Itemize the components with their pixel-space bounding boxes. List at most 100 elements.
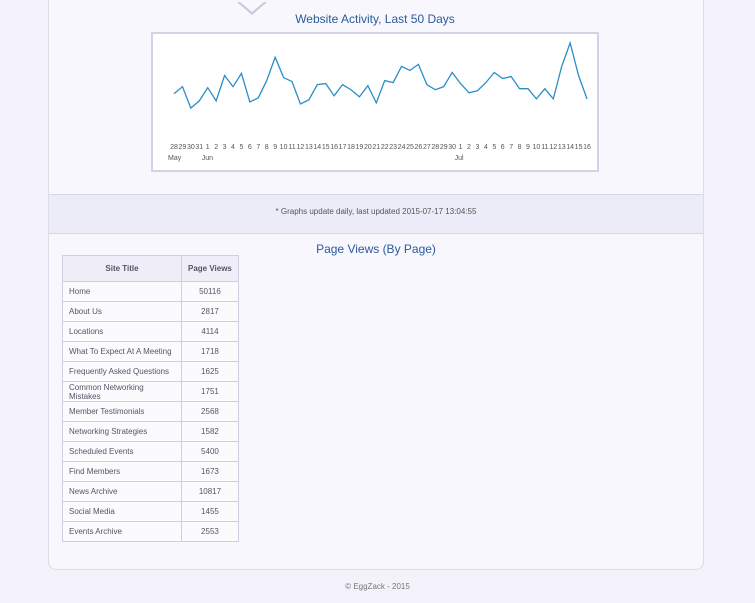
- month-label: May: [168, 155, 182, 162]
- x-tick-label: 23: [389, 144, 397, 151]
- x-tick-label: 24: [398, 144, 406, 151]
- x-tick-label: 11: [541, 144, 548, 151]
- x-tick-label: 22: [381, 144, 389, 151]
- x-tick-label: 27: [423, 144, 431, 151]
- table-row: Networking Strategies 1582: [62, 421, 239, 442]
- x-tick-label: 7: [509, 144, 513, 151]
- chart-title: Website Activity, Last 50 Days: [295, 12, 455, 26]
- x-tick-label: 2: [467, 144, 471, 151]
- table-row: Events Archive 2553: [62, 521, 239, 542]
- x-tick-label: 6: [248, 144, 252, 151]
- month-label: Jun: [202, 155, 213, 162]
- x-tick-label: 17: [339, 144, 347, 151]
- x-tick-label: 9: [526, 144, 530, 151]
- table-row: Frequently Asked Questions 1625: [62, 361, 239, 382]
- table-row: Scheduled Events 5400: [62, 441, 239, 462]
- x-tick-label: 18: [347, 144, 355, 151]
- table-cell: Networking Strategies: [62, 421, 182, 442]
- table-cell: 10817: [181, 481, 239, 502]
- table-row: Locations 4114: [62, 321, 239, 342]
- table-cell: Scheduled Events: [62, 441, 182, 462]
- x-tick-label: 3: [475, 144, 479, 151]
- table-row: About Us 2817: [62, 301, 239, 322]
- x-tick-label: 15: [575, 144, 583, 151]
- x-tick-label: 12: [297, 144, 305, 151]
- table-cell: 1751: [181, 381, 239, 402]
- table-cell: 2568: [181, 401, 239, 422]
- line: [173, 40, 588, 110]
- x-tick-label: 14: [566, 144, 574, 151]
- table-cell: What To Expect At A Meeting: [62, 341, 182, 362]
- table-cell: 4114: [181, 321, 239, 342]
- x-tick-label: 10: [280, 144, 288, 151]
- table-row: News Archive 10817: [62, 481, 239, 502]
- table-row: Social Media 1455: [62, 501, 239, 522]
- x-tick-label: 8: [518, 144, 522, 151]
- x-tick-label: 16: [583, 144, 591, 151]
- month-label: Jul: [455, 155, 464, 162]
- x-tick-label: 12: [549, 144, 557, 151]
- x-tick-label: 28: [170, 144, 178, 151]
- x-tick-label: 19: [356, 144, 364, 151]
- note: * Graphs update daily, last updated 2015…: [275, 207, 477, 216]
- x-tick-label: 13: [305, 144, 313, 151]
- table-cell: 1625: [181, 361, 239, 382]
- table-cell: Find Members: [62, 461, 182, 482]
- table-cell: 50116: [181, 281, 239, 302]
- x-tick-label: 8: [265, 144, 269, 151]
- table-cell: About Us: [62, 301, 182, 322]
- table-cell: 5400: [181, 441, 239, 462]
- x-tick-label: 5: [492, 144, 496, 151]
- table-cell: Home: [62, 281, 182, 302]
- table-cell: 2817: [181, 301, 239, 322]
- table-row: What To Expect At A Meeting 1718: [62, 341, 239, 362]
- x-tick-label: 6: [501, 144, 505, 151]
- note-band: [49, 194, 703, 234]
- x-tick-label: 28: [431, 144, 439, 151]
- table-title: Page Views (By Page): [316, 242, 436, 256]
- x-tick-label: 20: [364, 144, 372, 151]
- table-cell: Frequently Asked Questions: [62, 361, 182, 382]
- x-tick-label: 1: [459, 144, 463, 151]
- x-tick-label: 30: [448, 144, 456, 151]
- table-row: Home 50116: [62, 281, 239, 302]
- header-row: Site Title Page Views: [62, 255, 239, 282]
- table-cell: Locations: [62, 321, 182, 342]
- x-tick-label: 30: [187, 144, 195, 151]
- x-tick-label: 29: [440, 144, 448, 151]
- x-tick-label: 21: [372, 144, 380, 151]
- notch: [240, 2, 264, 12]
- table-cell: Member Testimonials: [62, 401, 182, 422]
- x-tick-label: 10: [533, 144, 541, 151]
- table-row: Common Networking Mistakes 1751: [62, 381, 239, 402]
- table-row: Find Members 1673: [62, 461, 239, 482]
- x-tick-label: 4: [231, 144, 235, 151]
- table: Site Title Page Views Home 50116 About Us 281…: [62, 255, 239, 542]
- x-tick-label: 26: [415, 144, 423, 151]
- x-tick-label: 25: [406, 144, 414, 151]
- table-cell: Events Archive: [62, 521, 182, 542]
- x-tick-label: 4: [484, 144, 488, 151]
- x-tick-label: 16: [330, 144, 338, 151]
- column-header: Site Title: [62, 255, 182, 282]
- table-cell: 1455: [181, 501, 239, 522]
- x-tick-label: 15: [322, 144, 330, 151]
- column-header: Page Views: [181, 255, 239, 282]
- table-cell: 1582: [181, 421, 239, 442]
- x-tick-label: 2: [214, 144, 218, 151]
- x-tick-label: 3: [223, 144, 227, 151]
- x-tick-label: 9: [273, 144, 277, 151]
- x-tick-label: 13: [558, 144, 566, 151]
- x-tick-label: 1: [206, 144, 210, 151]
- x-tick-label: 7: [256, 144, 260, 151]
- table-cell: News Archive: [62, 481, 182, 502]
- table-cell: 1718: [181, 341, 239, 362]
- x-tick-label: 29: [179, 144, 187, 151]
- table-cell: 2553: [181, 521, 239, 542]
- x-tick-label: 14: [313, 144, 321, 151]
- table-body: Home 50116 About Us 2817 Locations 4114 What T…: [62, 281, 239, 542]
- x-tick-label: 31: [195, 144, 203, 151]
- table-cell: Common Networking Mistakes: [62, 381, 182, 402]
